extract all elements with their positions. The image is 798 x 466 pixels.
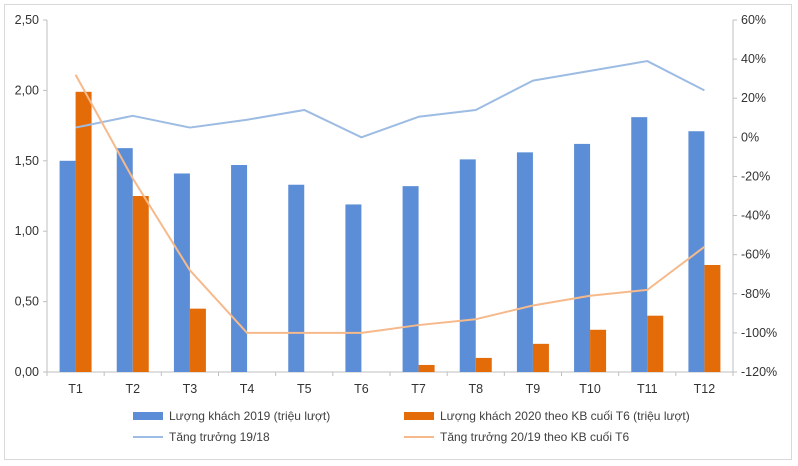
- right-tick-label: -80%: [741, 287, 770, 301]
- bar-2020-T2: [132, 196, 149, 372]
- right-tick-label: -100%: [741, 326, 777, 340]
- bar-2020-T3: [189, 308, 206, 372]
- legend-swatch: [404, 412, 434, 420]
- right-tick-label: -60%: [741, 248, 770, 262]
- bar-2019-T3: [173, 173, 190, 372]
- bar-2019-T4: [231, 165, 248, 372]
- category-label: T9: [526, 382, 541, 396]
- left-tick-label: 2,00: [15, 83, 39, 97]
- category-label: T11: [637, 382, 658, 396]
- category-label: T3: [183, 382, 198, 396]
- legend-label: Lượng khách 2020 theo KB cuối T6 (triệu …: [440, 409, 690, 423]
- bar-2020-T9: [532, 343, 549, 372]
- right-tick-label: -20%: [741, 169, 770, 183]
- legend-label: Lượng khách 2019 (triệu lượt): [169, 409, 330, 423]
- bar-2019-T6: [345, 204, 362, 372]
- bar-2020-T7: [418, 364, 435, 372]
- bar-2020-T12: [704, 264, 721, 372]
- line-growth-20-19: [74, 74, 706, 334]
- legend-item: Lượng khách 2020 theo KB cuối T6 (triệu …: [404, 409, 690, 423]
- right-axis-ticks: -120% -100% -80% -60% -40% -20% 0% 20% 40% 60%: [733, 13, 777, 379]
- bar-2020-T11: [647, 315, 664, 372]
- line-series: [74, 60, 706, 334]
- category-label: T2: [125, 382, 140, 396]
- category-label: T12: [694, 382, 716, 396]
- legend-item: Lượng khách 2019 (triệu lượt): [133, 409, 330, 423]
- category-label: T4: [240, 382, 255, 396]
- bar-2020-T1: [75, 91, 92, 373]
- legend-swatch: [133, 412, 163, 420]
- line-growth-19-18: [75, 60, 705, 139]
- bar-2019-T9: [516, 152, 533, 372]
- legend-item: Tăng trưởng 20/19 theo KB cuối T6: [404, 430, 629, 444]
- bar-2019-T7: [402, 186, 419, 372]
- bar-2019-T5: [288, 184, 305, 372]
- bar-2020-T10: [590, 329, 607, 372]
- legend-item: Tăng trưởng 19/18: [133, 430, 270, 444]
- bar-2019-T1: [59, 160, 76, 372]
- left-tick-label: 2,50: [15, 13, 39, 27]
- legend-label: Tăng trưởng 20/19 theo KB cuối T6: [440, 430, 629, 444]
- bar-2020-T8: [475, 357, 492, 372]
- right-tick-label: 60%: [741, 13, 766, 27]
- left-tick-label: 0,00: [15, 365, 39, 379]
- category-label: T8: [468, 382, 483, 396]
- bar-2019-T2: [116, 148, 133, 372]
- category-label: T7: [411, 382, 426, 396]
- bar-2019-T11: [631, 117, 648, 372]
- left-axis-ticks: 0,00 0,50 1,00 1,50 2,00 2,50: [15, 13, 47, 379]
- bar-2019-T8: [459, 159, 476, 372]
- category-axis-ticks: T1 T2 T3 T4 T5 T6 T7 T8 T9 T10 T11 T12: [46, 372, 734, 396]
- category-label: T5: [297, 382, 312, 396]
- right-tick-label: -120%: [741, 365, 777, 379]
- right-tick-label: 0%: [741, 130, 759, 144]
- right-tick-label: 40%: [741, 52, 766, 66]
- axes: [46, 20, 734, 373]
- bar-2019-T10: [574, 143, 591, 372]
- right-tick-label: -40%: [741, 209, 770, 223]
- right-tick-label: 20%: [741, 91, 766, 105]
- legend: Lượng khách 2019 (triệu lượt) Lượng khách…: [133, 409, 690, 444]
- left-tick-label: 1,00: [15, 224, 39, 238]
- legend-label: Tăng trưởng 19/18: [169, 430, 270, 444]
- left-tick-label: 1,50: [15, 154, 39, 168]
- category-label: T1: [68, 382, 83, 396]
- category-label: T6: [354, 382, 369, 396]
- left-tick-label: 0,50: [15, 295, 39, 309]
- category-label: T10: [579, 382, 601, 396]
